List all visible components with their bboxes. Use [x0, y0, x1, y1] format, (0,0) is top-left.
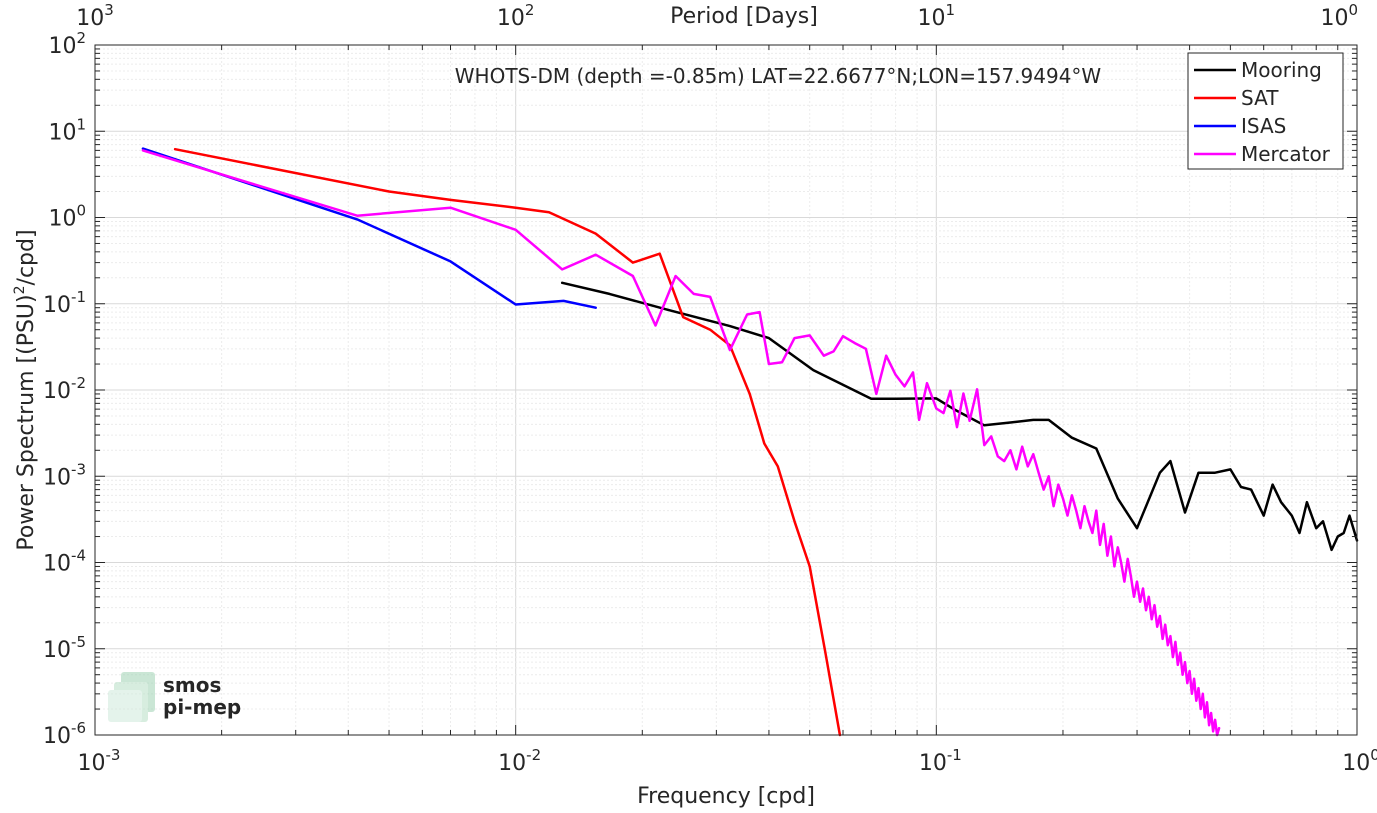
series-layer — [141, 147, 1359, 737]
legend-label-isas: ISAS — [1241, 114, 1286, 138]
legend-label-mooring: Mooring — [1241, 58, 1322, 82]
watermark-line1: smos — [163, 673, 221, 697]
y-tick-label: 10-1 — [43, 288, 86, 318]
y-tick-label: 10-2 — [43, 374, 86, 404]
y-tick-label: 10-4 — [43, 547, 86, 577]
x-axis-label: Frequency [cpd] — [637, 784, 815, 809]
y-axis-label-sup: 2 — [12, 285, 28, 294]
legend: Mooring SAT ISAS Mercator — [1187, 52, 1344, 170]
top-tick-label: 101 — [918, 1, 956, 31]
legend-label-sat: SAT — [1241, 86, 1279, 110]
legend-items: Mooring SAT ISAS Mercator — [1194, 58, 1331, 166]
y-tick-label: 100 — [48, 202, 86, 232]
x-tick-label: 10-2 — [498, 746, 541, 776]
watermark-logo: smos pi-mep — [108, 672, 241, 722]
y-tick-label: 10-5 — [43, 633, 86, 663]
top-tick-label: 103 — [76, 1, 114, 31]
x-tick-label: 10-3 — [78, 746, 121, 776]
y-axis-label-tail: /cpd] — [14, 229, 39, 285]
ticks — [94, 44, 1358, 736]
y-tick-label: 10-3 — [43, 460, 86, 490]
top-tick-label: 102 — [497, 1, 535, 31]
logo-mark-icon — [108, 672, 155, 722]
legend-box — [1187, 52, 1344, 170]
legend-label-mercator: Mercator — [1241, 142, 1331, 166]
grid — [94, 45, 1357, 736]
y-axis-label: Power Spectrum [(PSU)2/cpd] — [12, 229, 39, 550]
chart-title: WHOTS-DM (depth =-0.85m) LAT=22.6677°N;L… — [455, 64, 1102, 88]
series-line-isas — [141, 147, 597, 309]
top-tick-label: 100 — [1320, 1, 1358, 31]
x-tick-label: 10-1 — [919, 746, 962, 776]
top-axis-label: Period [Days] — [670, 4, 818, 29]
series-line-mooring — [560, 281, 1359, 552]
x-tick-label: 100 — [1342, 746, 1377, 776]
watermark-line2: pi-mep — [163, 695, 241, 719]
y-tick-label: 10-6 — [43, 719, 86, 749]
y-axis-label-base: Power Spectrum [(PSU) — [14, 294, 39, 550]
series-line-mercator — [141, 149, 1221, 737]
y-tick-label: 102 — [48, 29, 86, 59]
y-tick-label: 101 — [48, 115, 86, 145]
series-line-sat — [173, 147, 842, 737]
